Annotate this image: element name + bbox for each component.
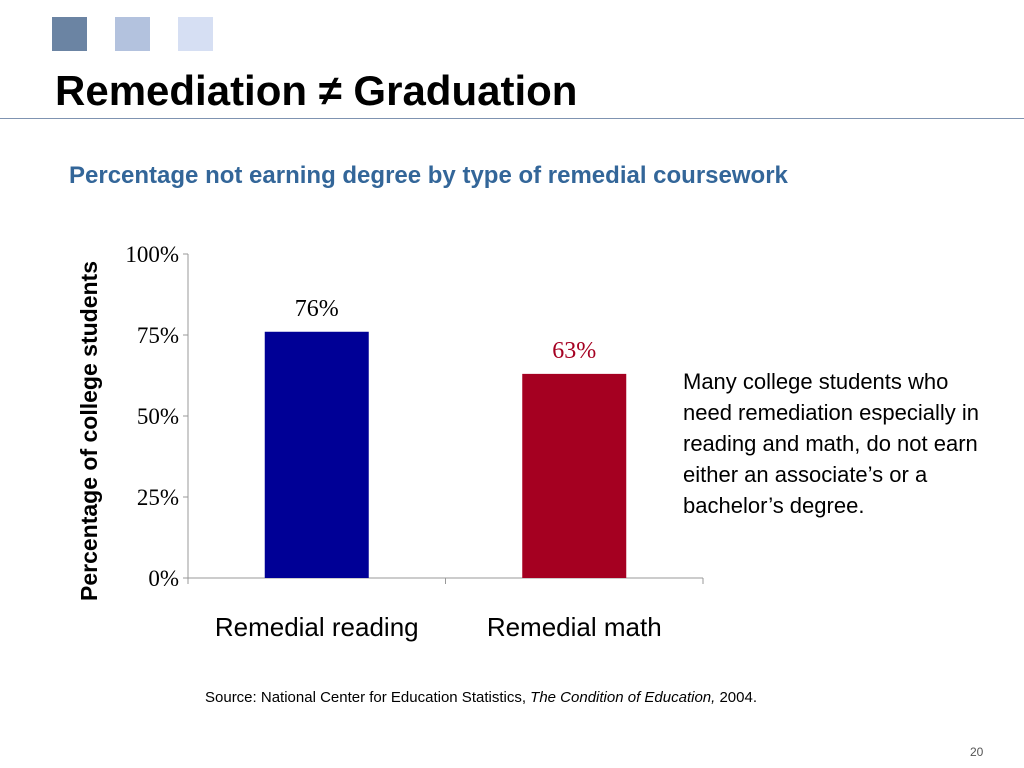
y-tick-label: 75%: [137, 323, 179, 348]
title-divider: [0, 118, 1024, 119]
slide-title: Remediation ≠ Graduation: [55, 67, 578, 114]
source-prefix: Source: National Center for Education St…: [205, 689, 531, 706]
y-tick-label: 25%: [137, 485, 179, 510]
source-title: The Condition of Education,: [530, 689, 716, 706]
category-label: Remedial math: [487, 612, 662, 642]
chart-labels: 0% 25% 50% 75% 100% 76% Remedial reading 63% Rem…: [76, 242, 662, 642]
bar: [522, 373, 627, 578]
decorative-square-3: [178, 17, 213, 51]
callout-note: Many college students who need remediati…: [683, 369, 979, 518]
chart-subtitle: Percentage not earning degree by type of…: [69, 162, 788, 189]
page-number: 20: [970, 745, 984, 759]
source-citation: Source: National Center for Education St…: [205, 688, 757, 708]
chart-bars: [264, 331, 627, 578]
bar: [264, 331, 369, 578]
category-label: Remedial reading: [215, 612, 419, 642]
y-axis-title: Percentage of college students: [76, 261, 102, 601]
bar-value-label: 63%: [552, 338, 596, 364]
y-tick-label: 50%: [137, 404, 179, 429]
source-suffix: 2004.: [715, 689, 758, 706]
bar-value-label: 76%: [295, 296, 339, 322]
decorative-square-2: [115, 17, 150, 51]
y-tick-label: 100%: [125, 242, 179, 267]
decorative-square-1: [52, 17, 87, 51]
y-tick-label: 0%: [148, 566, 179, 591]
